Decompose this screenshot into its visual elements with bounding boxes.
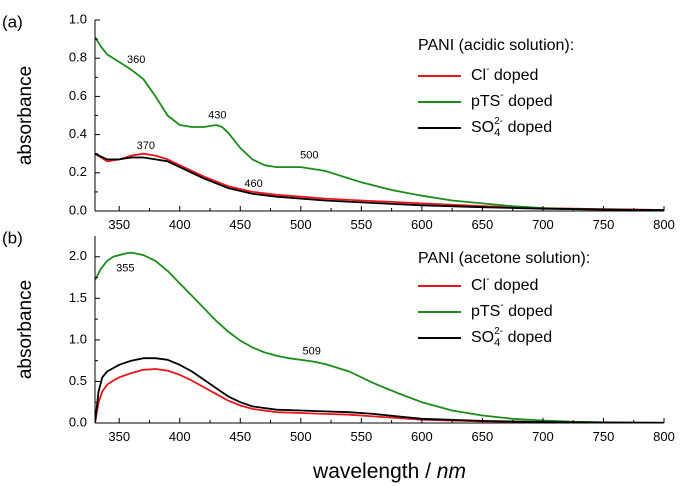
panel-label: (b) <box>2 228 23 247</box>
x-tick-label: 350 <box>108 217 130 232</box>
y-tick-label: 0.2 <box>69 164 87 179</box>
y-tick-label: 1.0 <box>69 11 87 26</box>
peak-annotation: 430 <box>208 109 226 121</box>
legend-label: SO42- doped <box>471 326 552 349</box>
x-tick-label: 450 <box>229 217 251 232</box>
series-line-2 <box>95 36 664 211</box>
y-axis-title: absorbance <box>15 280 36 379</box>
legend-label: SO42- doped <box>471 116 552 139</box>
legend: PANI (acetone solution): Cl- doped pTS- do… <box>418 250 590 349</box>
x-tick-label: 400 <box>169 217 191 232</box>
x-tick-label: 700 <box>532 429 554 444</box>
x-tick-label: 550 <box>350 429 372 444</box>
x-tick-label: 800 <box>653 429 675 444</box>
x-tick-label: 750 <box>593 429 615 444</box>
y-axis-title: absorbance <box>15 66 36 165</box>
y-tick-label: 1.5 <box>69 290 87 305</box>
x-tick-label: 650 <box>472 429 494 444</box>
series-line-3 <box>95 152 664 211</box>
legend-label: Cl- doped <box>471 64 538 85</box>
x-tick-label: 550 <box>350 217 372 232</box>
legend-label: pTS- doped <box>471 300 553 321</box>
x-tick-label: 700 <box>532 217 554 232</box>
legend-label: pTS- doped <box>471 90 553 111</box>
series-line-2 <box>95 251 664 423</box>
panel-b: (b) 350 400 450 500 550 600 650 700 750 800 0.0 0.5 1… <box>2 228 675 482</box>
panel-label: (a) <box>2 12 23 31</box>
y-tick-label: 1.0 <box>69 331 87 346</box>
series-line-1 <box>95 152 664 211</box>
peak-annotation: 355 <box>116 262 134 274</box>
y-tick-label: 0.6 <box>69 88 87 103</box>
legend-title: PANI (acetone solution): <box>418 250 590 267</box>
y-tick-label: 2.0 <box>69 248 87 263</box>
peak-annotation: 460 <box>244 178 262 190</box>
x-tick-label: 750 <box>593 217 615 232</box>
peak-annotation: 370 <box>137 140 155 152</box>
y-tick-label: 0.8 <box>69 50 87 65</box>
x-tick-label: 500 <box>290 429 312 444</box>
y-tick-label: 0.0 <box>69 202 87 217</box>
legend: PANI (acidic solution): Cl- doped pTS- dop… <box>418 37 574 139</box>
peak-annotation: 509 <box>303 345 321 357</box>
x-tick-label: 650 <box>472 217 494 232</box>
series-line-3 <box>95 357 664 423</box>
x-tick-label: 500 <box>290 217 312 232</box>
legend-title: PANI (acidic solution): <box>418 37 574 54</box>
panel-a: (a) 350 400 450 500 550 600 650 700 750 800 0.0 0.2 0… <box>2 11 675 232</box>
legend-label: Cl- doped <box>471 274 538 295</box>
x-tick-label: 400 <box>169 429 191 444</box>
y-tick-label: 0.5 <box>69 373 87 388</box>
y-tick-label: 0.4 <box>69 126 87 141</box>
series-line-1 <box>95 368 664 423</box>
peak-annotation: 360 <box>127 54 145 66</box>
x-tick-label: 600 <box>411 217 433 232</box>
x-tick-label: 450 <box>229 429 251 444</box>
x-tick-label: 350 <box>108 429 130 444</box>
x-tick-label: 800 <box>653 217 675 232</box>
peak-annotation: 500 <box>300 150 318 162</box>
x-tick-label: 600 <box>411 429 433 444</box>
y-tick-label: 0.0 <box>69 414 87 429</box>
x-axis-title: wavelength / nm <box>312 460 466 483</box>
